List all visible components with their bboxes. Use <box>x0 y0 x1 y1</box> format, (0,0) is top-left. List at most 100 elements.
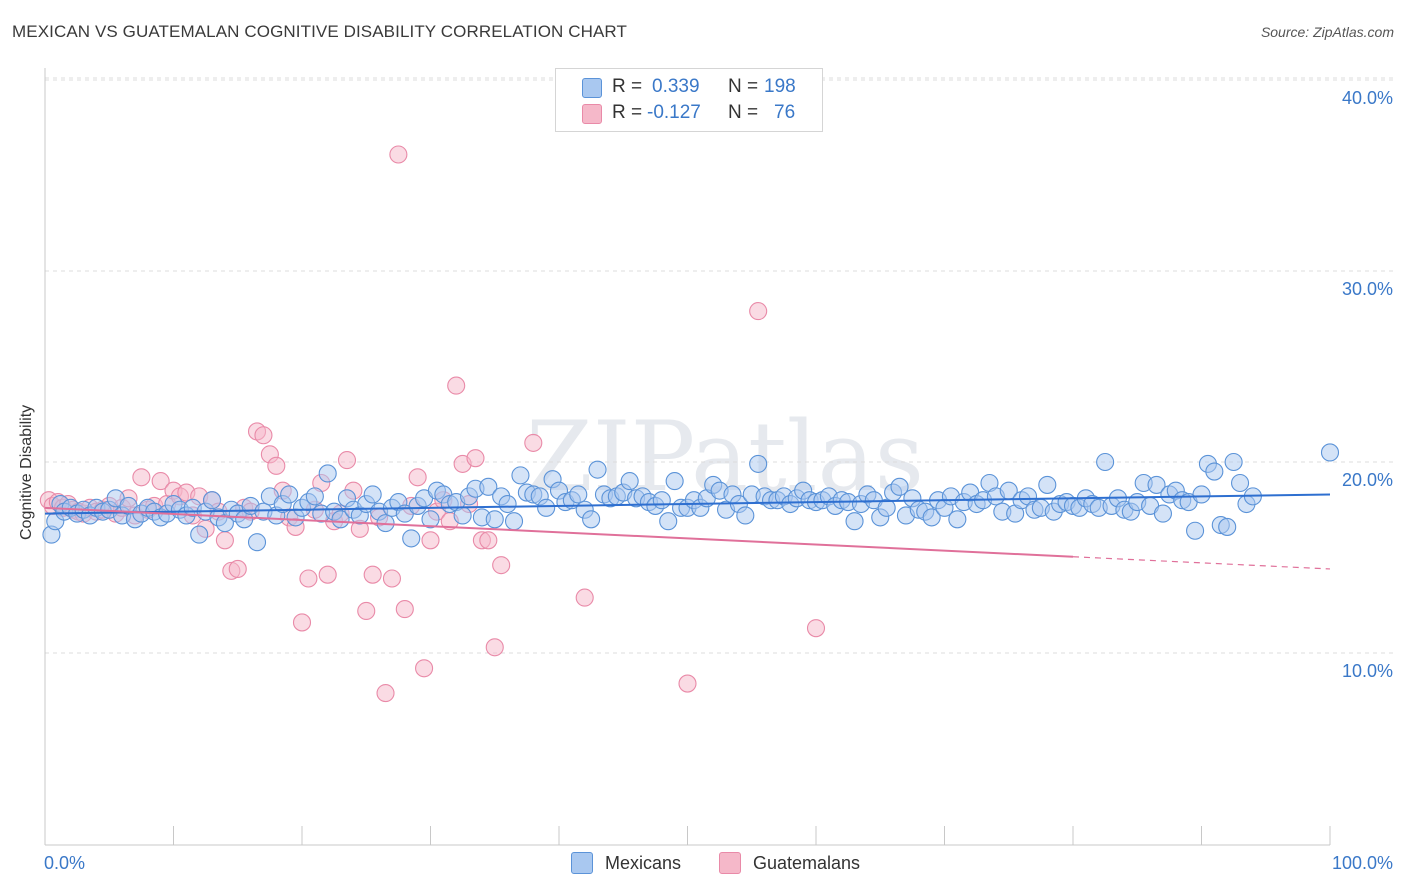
legend-label-guatemalans: Guatemalans <box>753 852 861 873</box>
mexican-point <box>1320 443 1340 462</box>
guatemalan-point <box>376 684 395 703</box>
guatemalan-point <box>806 619 826 638</box>
guatemalan-point <box>151 472 170 491</box>
legend-swatch-guatemalans <box>719 852 741 874</box>
guatemalan-point <box>395 600 414 619</box>
mexican-point <box>280 485 299 504</box>
x-tick-label: 0.0% <box>44 853 85 873</box>
mexican-point <box>190 525 209 544</box>
guatemalan-point <box>299 569 318 588</box>
mexican-point <box>511 466 530 485</box>
guatemalan-point <box>421 531 440 550</box>
chart-title: MEXICAN VS GUATEMALAN COGNITIVE DISABILI… <box>12 22 627 41</box>
mexican-point <box>1038 475 1057 494</box>
y-tick-label: 10.0% <box>1342 661 1393 681</box>
mexican-point <box>331 510 350 529</box>
mexican-point <box>1153 504 1172 523</box>
stats-legend: R = 0.339 N = 198 R = -0.127 N = 76 <box>555 68 823 132</box>
legend-item-mexicans[interactable]: Mexicans <box>571 852 681 874</box>
guatemalan-point <box>466 449 485 468</box>
mexican-point <box>845 512 864 531</box>
r-value: -0.127 <box>647 102 701 123</box>
chart-source: Source: ZipAtlas.com <box>1260 24 1394 40</box>
mexican-point <box>749 454 768 473</box>
guatemalan-point <box>678 674 697 693</box>
mexican-point <box>1218 517 1237 536</box>
mexican-point <box>1096 452 1115 472</box>
mexican-point <box>318 464 337 483</box>
x-tick-label: 100.0% <box>1332 853 1393 873</box>
mexican-point <box>877 498 896 517</box>
mexican-point <box>1224 452 1243 472</box>
legend-label-mexicans: Mexicans <box>605 852 682 873</box>
mexican-point <box>498 494 517 514</box>
mexican-point <box>1231 473 1250 493</box>
mexican-point <box>453 506 472 525</box>
n-label: N = <box>728 76 759 97</box>
mexican-point <box>922 508 941 527</box>
mexican-point <box>948 510 967 529</box>
mexican-point <box>485 510 504 529</box>
guatemalan-point <box>575 588 594 607</box>
guatemalan-point <box>389 145 408 164</box>
n-value: 76 <box>774 102 796 123</box>
mexican-point <box>1192 485 1211 504</box>
guatemalan-point <box>408 468 427 487</box>
r-label: R = <box>612 102 643 123</box>
mexican-point <box>652 491 671 510</box>
mexican-point <box>620 472 639 491</box>
mexican-point <box>588 460 607 479</box>
mexican-point <box>1205 462 1224 481</box>
mexican-point <box>665 472 684 491</box>
mexican-point <box>421 510 440 529</box>
mexican-point <box>659 512 678 531</box>
guatemalan-point <box>479 531 498 550</box>
mexican-point <box>363 485 382 504</box>
y-axis-label: Cognitive Disability <box>18 404 35 540</box>
mexican-point <box>479 477 498 496</box>
guatemalan-point <box>292 613 312 632</box>
y-tick-label: 20.0% <box>1342 470 1393 490</box>
legend-swatch-mexicans <box>571 852 593 874</box>
n-value: 198 <box>764 76 796 97</box>
mexican-point <box>504 512 524 531</box>
guatemalan-point <box>447 376 466 395</box>
guatemalan-point <box>382 569 402 588</box>
guatemalan-point <box>132 468 151 487</box>
guatemalan-point <box>318 565 337 584</box>
mexican-point <box>569 485 588 504</box>
mexicans-swatch <box>582 78 602 98</box>
mexican-point <box>305 487 324 506</box>
y-tick-label: 30.0% <box>1342 279 1393 299</box>
r-value: 0.339 <box>652 76 700 97</box>
r-label: R = <box>612 76 643 97</box>
guatemalan-point <box>749 302 768 321</box>
guatemalan-point <box>492 556 511 575</box>
mexican-point <box>402 529 421 548</box>
guatemalan-point <box>485 638 504 657</box>
guatemalan-point <box>254 426 273 445</box>
mexican-point <box>247 533 267 552</box>
guatemalan-point <box>337 451 357 470</box>
mexican-point <box>582 510 601 529</box>
guatemalan-point <box>357 601 376 621</box>
guatemalan-point <box>228 559 247 579</box>
series-legend: Mexicans Guatemalans <box>0 852 1406 878</box>
mexican-point <box>890 477 909 496</box>
guatemalan-point <box>415 659 434 678</box>
legend-item-guatemalans[interactable]: Guatemalans <box>719 852 860 874</box>
guatemalan-point <box>267 456 286 475</box>
mexican-point <box>537 498 556 517</box>
y-tick-label: 40.0% <box>1342 88 1393 108</box>
guatemalans-swatch <box>582 104 602 124</box>
mexican-point <box>736 506 755 525</box>
guatemalan-point <box>363 565 382 584</box>
mexican-point <box>203 491 222 510</box>
guatemalan-point <box>524 433 543 452</box>
n-label: N = <box>728 102 759 123</box>
guatemalan-trend-line-projection <box>1072 556 1331 570</box>
mexican-point <box>1186 521 1205 540</box>
mexican-point <box>1147 475 1166 494</box>
guatemalan-trend-line <box>44 506 1074 558</box>
